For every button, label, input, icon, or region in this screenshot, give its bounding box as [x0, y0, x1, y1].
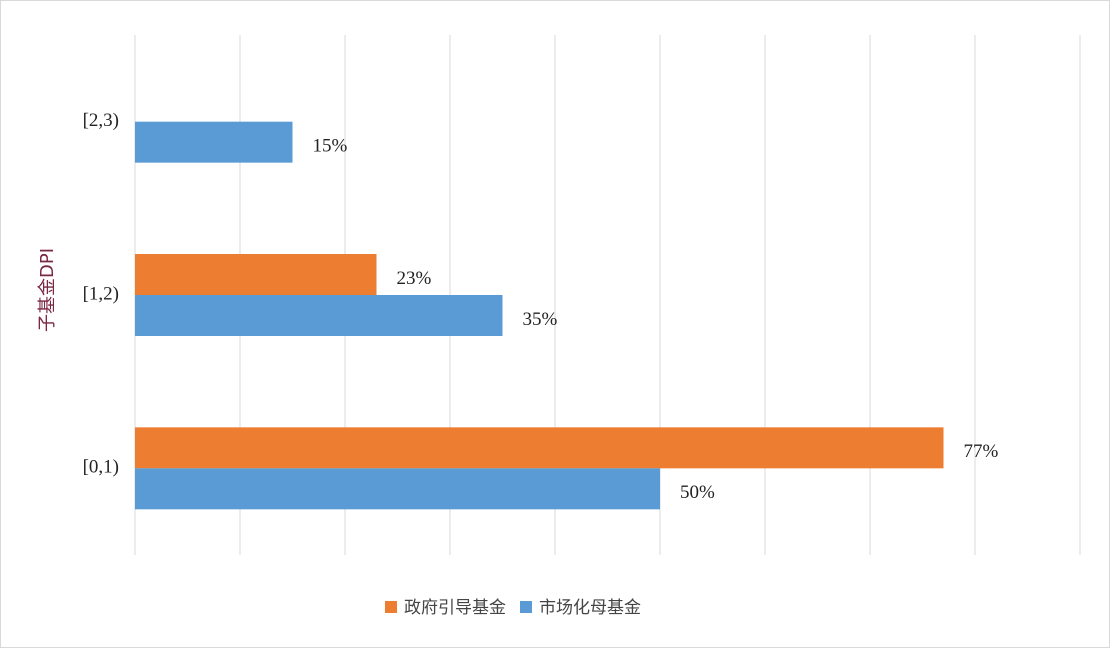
legend-swatch — [385, 601, 397, 613]
y-tick-label: [0,1) — [83, 457, 119, 478]
bar — [135, 295, 503, 336]
bar — [135, 468, 660, 510]
legend-label: 市场化母基金 — [539, 598, 641, 618]
legend-label: 政府引导基金 — [404, 598, 506, 618]
data-label: 77% — [964, 441, 999, 462]
y-tick-label: [1,2) — [83, 283, 119, 304]
data-label: 50% — [680, 482, 715, 503]
y-axis-label: 子基金DPI — [37, 248, 58, 332]
data-label: 23% — [397, 268, 432, 289]
data-label: 15% — [313, 136, 348, 157]
bar — [135, 121, 293, 163]
data-label: 35% — [523, 309, 558, 330]
bar — [135, 254, 377, 295]
legend-swatch — [520, 601, 532, 613]
y-tick-label: [2,3) — [83, 110, 119, 131]
bar — [135, 427, 944, 469]
